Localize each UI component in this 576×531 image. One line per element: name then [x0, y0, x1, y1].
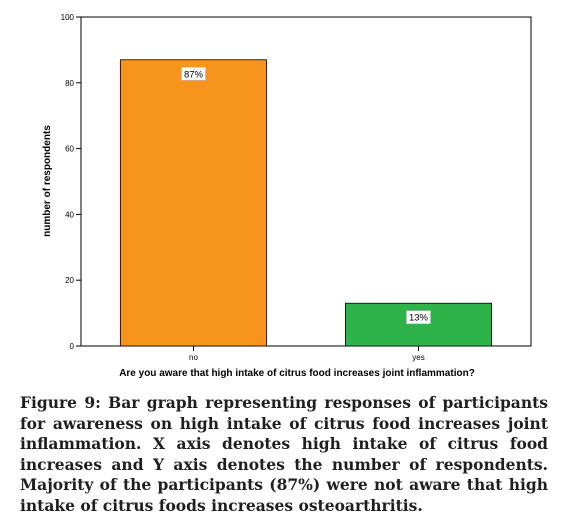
x-tick-label: yes [412, 353, 424, 362]
y-tick-label: 40 [65, 210, 74, 219]
bar-chart: 0 20 40 60 80 100 87% 13% no yes number of resp… [42, 13, 532, 379]
data-label: 13% [409, 313, 429, 324]
y-tick-label: 20 [65, 276, 74, 285]
bars-group: 87% 13% [119, 59, 493, 347]
y-axis: 0 20 40 60 80 100 [61, 13, 81, 351]
y-tick-label: 0 [70, 342, 75, 351]
y-tick-label: 60 [65, 145, 74, 154]
y-tick-label: 100 [61, 13, 75, 22]
y-axis-label: number of respondents [42, 125, 53, 237]
data-label-box [406, 310, 431, 325]
chart-canvas: 0 20 40 60 80 100 87% 13% no yes number of resp… [42, 13, 532, 379]
data-label-box [181, 66, 206, 81]
y-tick-label: 80 [65, 79, 74, 88]
x-axis: no yes [189, 346, 425, 362]
x-tick-label: no [189, 353, 198, 362]
x-axis-label: Are you aware that high intake of citrus… [119, 368, 475, 379]
data-label: 87% [184, 69, 204, 80]
bar-yes [344, 302, 493, 347]
figure-caption: Figure 9: Bar graph representing respons… [20, 393, 548, 515]
bar-no [119, 59, 268, 347]
